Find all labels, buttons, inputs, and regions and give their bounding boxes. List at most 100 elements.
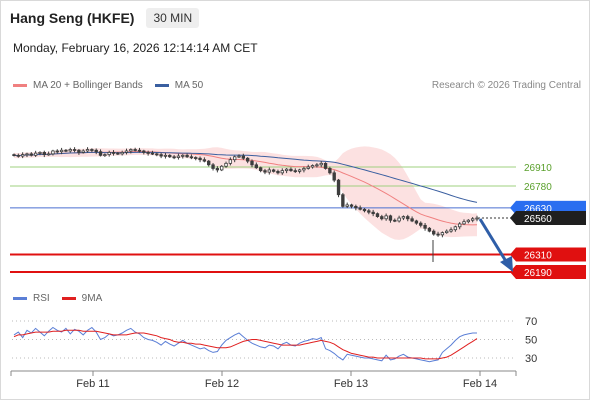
candle-body [258,167,263,172]
candle-body [220,165,224,171]
candle-body [133,149,137,151]
candle-body [462,221,466,225]
candle-body [111,152,116,154]
candle-body [207,160,211,166]
candle-body [297,169,302,172]
legend-label-bollinger: MA 20 + Bollinger Bands [33,80,143,91]
candle-body [289,168,293,172]
candle-body [328,168,332,174]
candle-body [72,149,77,151]
bollinger-bands [14,146,477,240]
candle-body [20,154,25,157]
candle-body [194,157,198,159]
candle-body [341,194,345,207]
candle-body [211,164,215,169]
candle-body [406,216,410,220]
candle-body [414,220,419,224]
candle-body [280,170,284,174]
candle-body [345,204,349,207]
candle-body [332,172,336,181]
candle-body [90,149,94,151]
candle-body [129,149,133,152]
ma50-line [13,151,478,203]
x-tick-label-2: Feb 13 [334,378,368,390]
timeframe-badge[interactable]: 30 MIN [146,8,200,28]
candle-body [358,207,362,210]
candle-body [168,154,172,158]
candle-body [120,152,124,155]
candle-body [33,152,38,156]
candle-body [189,156,194,159]
legend-label-rsi: RSI [33,293,50,304]
candle-body [397,217,401,222]
candle-body [202,159,207,162]
source-credit: Research © 2026 Trading Central [431,80,581,91]
candle-body [85,149,90,152]
candle-body [427,227,432,232]
rsi-ma-line [13,329,478,360]
candle-body [453,226,458,231]
candle-body [51,150,55,155]
candle-body [263,170,267,173]
candle-body [64,149,68,152]
candle-body [362,208,367,212]
candle-body [436,233,440,236]
level-tag-pointer-current [510,211,516,225]
moving-averages [13,151,478,226]
rsi-line [13,326,477,363]
candle-body [107,152,111,156]
candle-body [371,211,375,215]
level-tag-support_1 [516,247,586,262]
candle-body [16,154,21,157]
candle-body [470,218,475,221]
candle-body [224,162,228,167]
candle-body [42,152,46,156]
level-tag-pointer-support_1 [510,247,516,262]
candle-body [475,217,479,220]
rsi-legend: RSI 9MA [13,293,102,304]
candle-body [254,164,259,169]
x-tick-label-0: Feb 11 [76,378,109,390]
candle-body [12,154,16,157]
candlesticks [12,147,479,262]
rsi-panel: 70 50 30 [12,316,537,365]
candle-body [250,160,254,166]
candle-body [293,170,297,173]
candle-body [228,159,233,164]
candle-body [181,154,185,157]
candle-body [323,162,328,169]
candle-body [81,150,85,153]
level-tag-current [516,211,586,225]
candle-body [449,229,453,232]
candle-body [98,151,103,156]
candle-body [38,152,42,154]
candle-body [445,230,449,234]
candle-body [77,149,81,153]
candle-body [232,156,237,161]
candle-body [401,216,406,219]
level-label-pivot: 26630 [524,204,552,215]
candle-body [237,155,241,158]
candle-body [393,219,397,222]
candle-body [55,150,59,153]
candle-body [25,153,29,156]
candle-body [198,157,202,161]
bollinger-band-area [14,146,477,240]
forecast-arrow [478,218,513,272]
candle-body [432,230,436,235]
level-tag-support_2 [516,265,586,279]
level-tag-pointer-pivot [510,200,516,215]
candle-body [410,218,414,222]
chart-header: Hang Seng (HKFE) 30 MIN [10,8,200,28]
candle-body [241,155,246,159]
candle-body [440,232,445,236]
legend-label-rsi-ma: 9MA [81,293,103,304]
instrument-title: Hang Seng (HKFE) [10,10,135,26]
x-tick-label-3: Feb 14 [463,378,497,390]
candle-body [103,154,107,157]
legend-swatch-ma50 [154,84,169,87]
candle-body [284,168,289,172]
level-label-resistance_1: 26780 [524,182,552,193]
candle-body [354,205,358,209]
